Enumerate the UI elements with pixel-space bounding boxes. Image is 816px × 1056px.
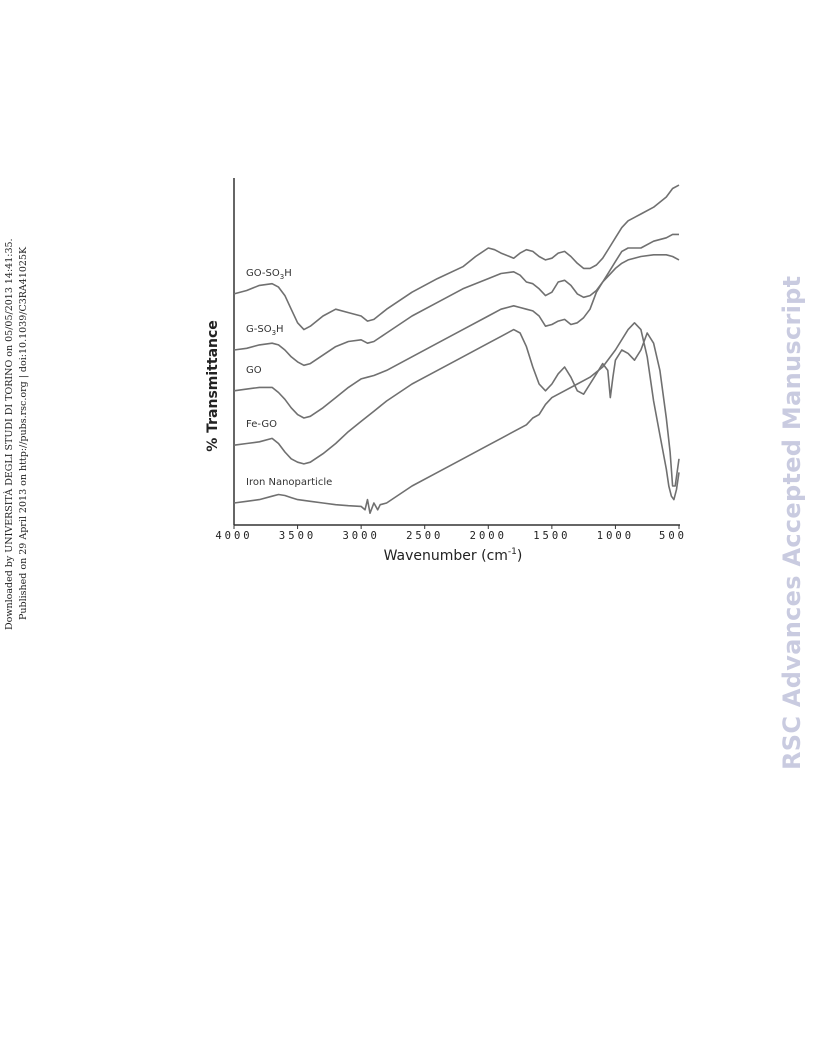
y-axis-label: % Transmittance bbox=[205, 320, 221, 452]
ftir-chart: GO-SO3H G-SO3H GO Fe-GO Iron Nanoparticle 40… bbox=[205, 178, 687, 564]
series-labels: GO-SO3H G-SO3H GO Fe-GO Iron Nanoparticle bbox=[246, 268, 332, 488]
series-line-2 bbox=[233, 233, 679, 367]
series-line-5 bbox=[233, 322, 680, 514]
publication-info-text: Published on 29 April 2013 on http://pub… bbox=[18, 246, 29, 620]
x-tick-label-500: 500 bbox=[659, 530, 687, 542]
x-tick-label-1000: 1000 bbox=[597, 530, 634, 542]
x-tick-label-3000: 3000 bbox=[342, 530, 379, 542]
series-label-3: GO bbox=[246, 365, 262, 376]
series-line-1 bbox=[233, 184, 680, 331]
x-tick-label-3500: 3500 bbox=[279, 530, 316, 542]
series-label-1: GO-SO3H bbox=[246, 268, 292, 281]
series-label-2: G-SO3H bbox=[246, 324, 284, 337]
x-axis-label: Wavenumber (cm-1) bbox=[384, 547, 523, 564]
series-curves bbox=[233, 184, 680, 514]
series-label-5: Iron Nanoparticle bbox=[246, 477, 332, 488]
download-info-text: Downloaded by UNIVERSITÀ DEGLI STUDI DI … bbox=[4, 238, 15, 630]
plot-frame bbox=[233, 178, 680, 526]
x-tick-label-1500: 1500 bbox=[533, 530, 570, 542]
series-line-4 bbox=[233, 328, 680, 487]
x-ticks: 4000 3500 3000 2500 2000 1500 1000 500 bbox=[215, 525, 687, 542]
journal-watermark: RSC Advances Accepted Manuscript bbox=[778, 275, 806, 770]
series-label-4: Fe-GO bbox=[246, 419, 277, 430]
x-tick-label-4000: 4000 bbox=[215, 530, 252, 542]
x-tick-label-2500: 2500 bbox=[406, 530, 443, 542]
x-tick-label-2000: 2000 bbox=[470, 530, 507, 542]
series-line-3 bbox=[233, 254, 680, 419]
